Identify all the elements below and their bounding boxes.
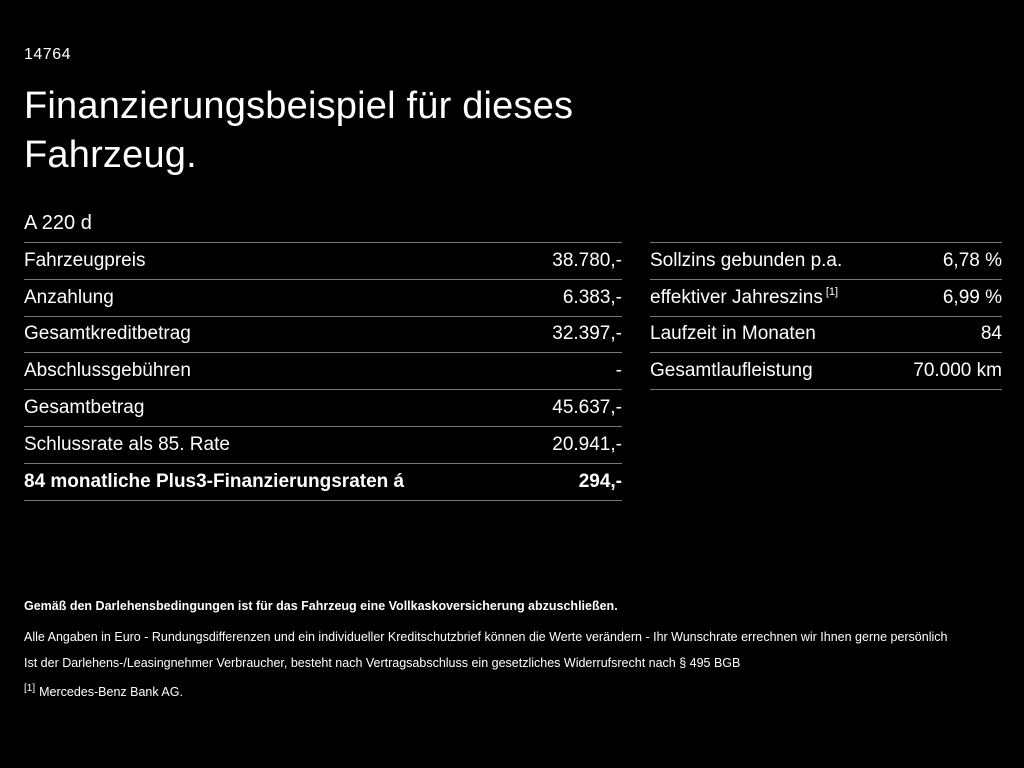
row-value: 20.941,- — [552, 433, 622, 455]
row-value: 6.383,- — [562, 286, 622, 308]
row-label: Abschlussgebühren — [24, 360, 191, 382]
table-row: Gesamtlaufleistung 70.000 km — [650, 353, 1002, 391]
row-value: 38.780,- — [552, 249, 622, 271]
row-value: 6,78 % — [942, 249, 1002, 271]
table-row: Anzahlung 6.383,- — [24, 280, 622, 317]
row-label: Sollzins gebunden p.a. — [650, 249, 843, 271]
row-label: 84 monatliche Plus3-Finanzierungsraten á — [24, 470, 405, 492]
row-label: Fahrzeugpreis — [24, 249, 146, 271]
row-label: effektiver Jahreszins [1] — [650, 286, 839, 308]
financing-table-left: Fahrzeugpreis 38.780,- Anzahlung 6.383,-… — [24, 242, 622, 501]
row-value: - — [615, 360, 622, 382]
page-title: Finanzierungsbeispiel für dieses Fahrzeu… — [24, 85, 574, 176]
table-row: Schlussrate als 85. Rate 20.941,- — [24, 427, 622, 464]
footer-line-disclaimer: Alle Angaben in Euro - Rundungsdifferenz… — [24, 629, 948, 644]
footer-line-insurance: Gemäß den Darlehensbedingungen ist für d… — [24, 599, 618, 613]
legal-footer: Gemäß den Darlehensbedingungen ist für d… — [24, 598, 1004, 701]
table-row: Gesamtkreditbetrag 32.397,- — [24, 317, 622, 354]
row-label: Anzahlung — [24, 286, 114, 308]
row-label: Schlussrate als 85. Rate — [24, 433, 230, 455]
row-label: Gesamtlaufleistung — [650, 360, 813, 382]
table-row: Sollzins gebunden p.a. 6,78 % — [650, 243, 1002, 280]
table-row: Fahrzeugpreis 38.780,- — [24, 243, 622, 280]
vehicle-model: A 220 d — [24, 212, 92, 234]
row-label: Gesamtbetrag — [24, 397, 145, 419]
table-row: Abschlussgebühren - — [24, 353, 622, 391]
row-value: 70.000 km — [913, 360, 1002, 382]
offer-id: 14764 — [24, 46, 71, 63]
footnote-bank: [1] Mercedes-Benz Bank AG. — [24, 682, 1004, 702]
table-row: effektiver Jahreszins [1] 6,99 % — [650, 280, 1002, 317]
footnote-ref: [1] — [825, 286, 839, 299]
row-value: 294,- — [578, 470, 622, 492]
table-row-monthly-rate: 84 monatliche Plus3-Finanzierungsraten á… — [24, 464, 622, 501]
row-value: 32.397,- — [552, 323, 622, 345]
row-value: 6,99 % — [942, 286, 1002, 308]
footnote-text: Mercedes-Benz Bank AG. — [39, 684, 183, 699]
row-label: Laufzeit in Monaten — [650, 323, 816, 345]
financing-table-right: Sollzins gebunden p.a. 6,78 % effektiver… — [650, 242, 1002, 391]
table-row: Gesamtbetrag 45.637,- — [24, 390, 622, 427]
footer-line-withdrawal: Ist der Darlehens-/Leasingnehmer Verbrau… — [24, 656, 741, 670]
table-row: Laufzeit in Monaten 84 — [650, 317, 1002, 354]
row-label: Gesamtkreditbetrag — [24, 323, 191, 345]
row-value: 45.637,- — [552, 397, 622, 419]
footnote-marker: [1] — [24, 682, 36, 694]
row-value: 84 — [980, 323, 1002, 345]
